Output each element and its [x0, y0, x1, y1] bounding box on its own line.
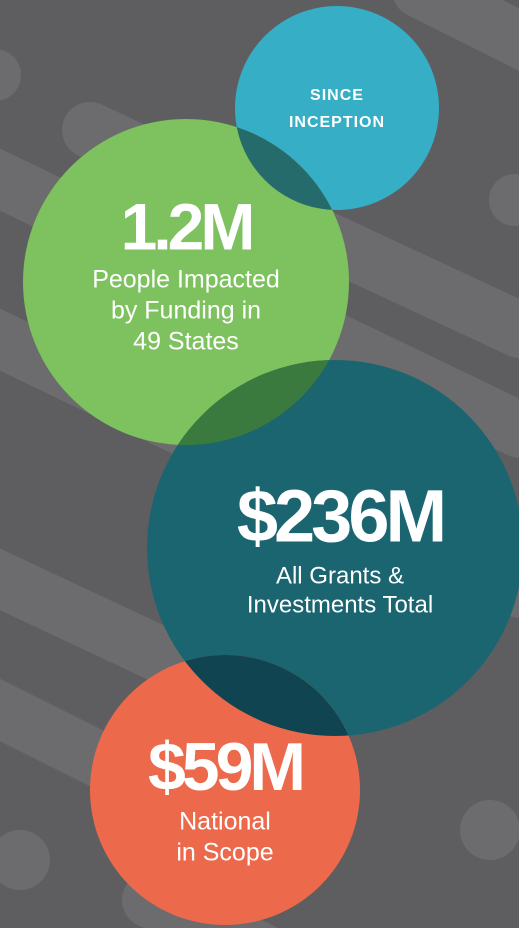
stat-description: National	[179, 808, 271, 836]
stat-description: People Impacted	[92, 266, 280, 294]
stat-circle	[23, 119, 349, 445]
stat-value: $59M	[148, 729, 302, 805]
circle-overlap	[235, 119, 349, 210]
stat-description: 49 States	[133, 328, 239, 356]
stat-value: $236M	[237, 475, 443, 558]
stat-description: in Scope	[176, 839, 273, 867]
stat-description: by Funding in	[111, 297, 261, 325]
badge-text: INCEPTION	[289, 114, 385, 131]
stat-value: 1.2M	[121, 189, 252, 263]
stat-description: All Grants &	[276, 562, 404, 589]
stat-description: Investments Total	[247, 591, 433, 618]
stat-circle	[147, 360, 519, 736]
badge-text: SINCE	[310, 87, 364, 104]
